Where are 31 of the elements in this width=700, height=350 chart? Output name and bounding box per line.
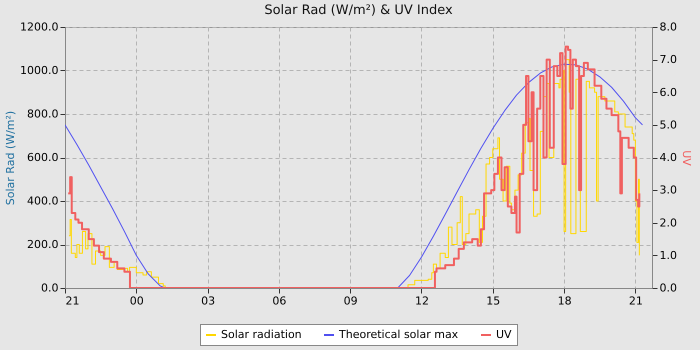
y-tick-label: 1000.0 <box>20 64 58 77</box>
x-tick-label: 12 <box>414 294 429 308</box>
y2-tick-label: 1.0 <box>660 248 677 262</box>
chart-title: Solar Rad (W/m²) & UV Index <box>264 3 453 18</box>
x-tick-label: 21 <box>628 294 643 308</box>
legend-label: Solar radiation <box>221 328 302 341</box>
y-axis-title: Solar Rad (W/m²) <box>4 110 18 206</box>
y-tick-label: 1200.0 <box>20 20 58 34</box>
y2-tick-label: 0.0 <box>660 282 677 294</box>
y-tick-label: 200.0 <box>27 238 58 251</box>
x-tick-label: 06 <box>272 294 286 308</box>
legend-label: UV <box>496 328 512 341</box>
y2-tick-label: 2.0 <box>660 216 677 230</box>
x-tick-label: 09 <box>344 294 358 308</box>
y2-tick-label: 6.0 <box>660 86 677 99</box>
y-tick-label: 800.0 <box>27 108 58 120</box>
y-tick-label: 400.0 <box>27 194 58 208</box>
y2-tick-label: 3.0 <box>660 184 677 197</box>
x-tick-label: 18 <box>558 294 572 308</box>
legend-label: Theoretical solar max <box>338 328 459 341</box>
y2-axis-title: UV <box>680 150 693 166</box>
y-tick-label: 600.0 <box>27 151 58 164</box>
y2-tick-label: 8.0 <box>660 20 677 34</box>
x-tick-label: 15 <box>486 294 500 308</box>
y2-tick-label: 5.0 <box>660 118 677 132</box>
y2-tick-label: 4.0 <box>660 151 677 164</box>
y-tick-label: 0.0 <box>41 282 58 294</box>
x-tick-label: 00 <box>130 294 144 308</box>
x-tick-label: 21 <box>66 294 80 308</box>
y2-tick-label: 7.0 <box>660 53 677 66</box>
x-tick-label: 03 <box>201 294 216 308</box>
